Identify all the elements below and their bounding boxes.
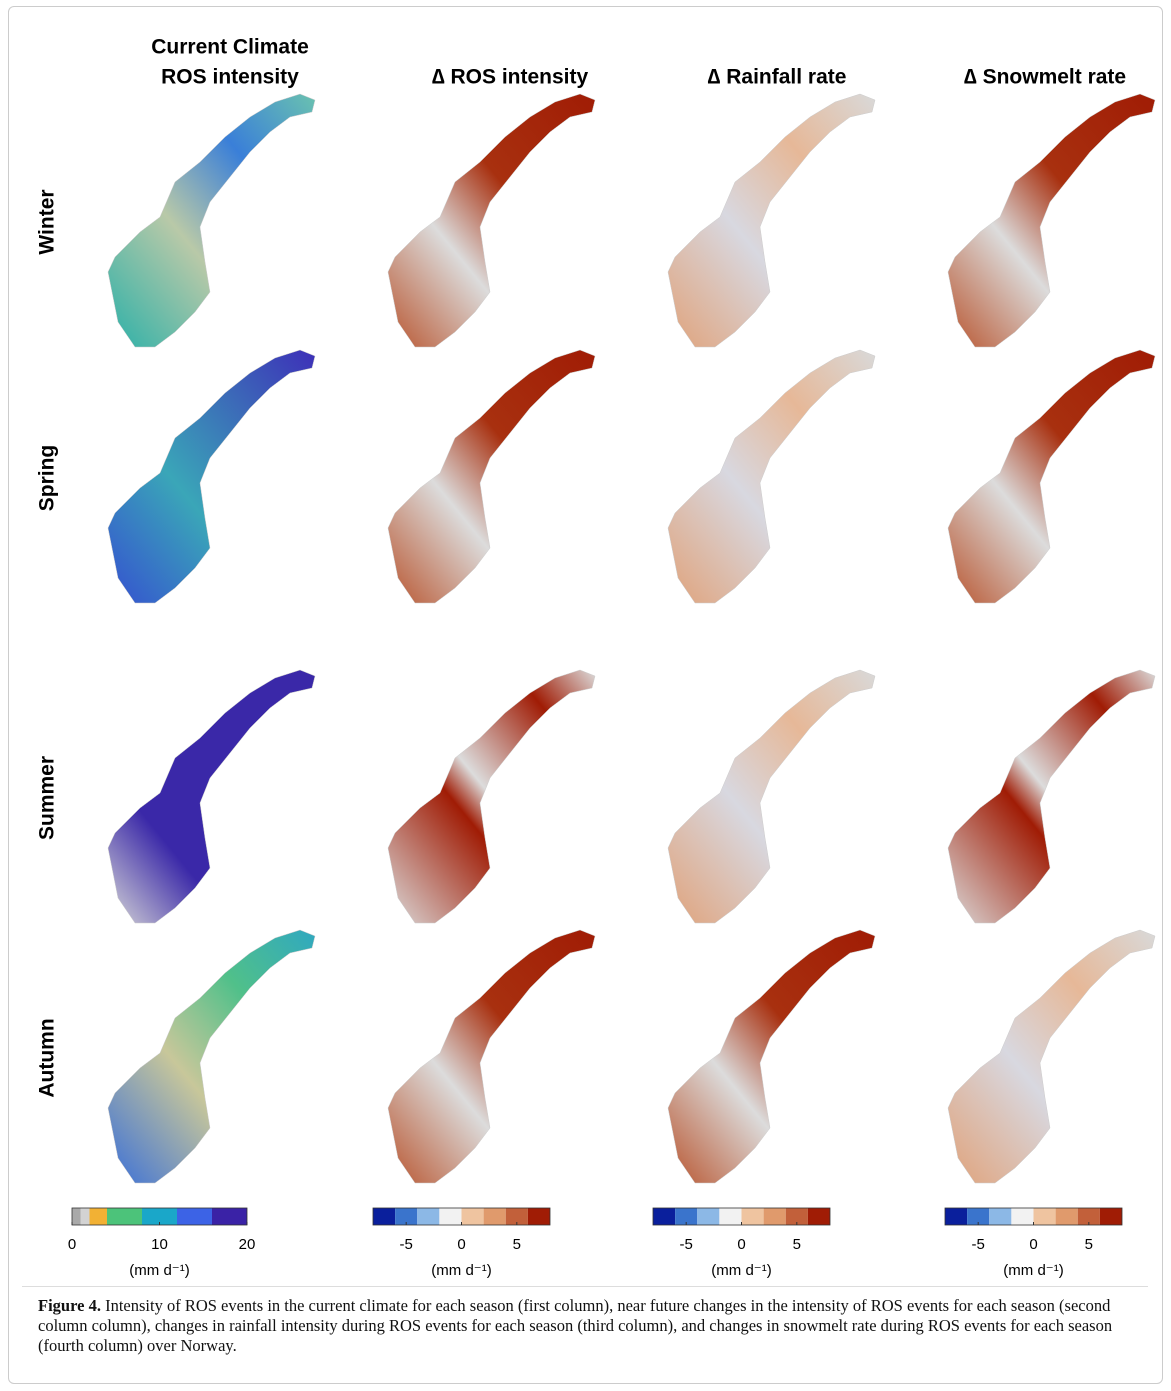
colorbar-unit: (mm d⁻¹) (711, 1262, 771, 1279)
colorbar-segment (212, 1208, 247, 1225)
colorbar-segment (807, 1208, 830, 1225)
column-title: ROS intensity (161, 66, 299, 89)
row-label: Summer (36, 756, 59, 840)
map-panel (667, 93, 876, 348)
colorbar-tick-label: 0 (457, 1236, 465, 1253)
colorbar-tick-label: 20 (239, 1236, 256, 1253)
colorbar-tick-label: -5 (680, 1236, 693, 1253)
colorbar-segment (719, 1208, 742, 1225)
colorbar-segment (89, 1208, 107, 1225)
map-panel (107, 929, 316, 1184)
colorbar-segment (142, 1208, 177, 1225)
colorbar-segment (763, 1208, 786, 1225)
colorbar-segment (483, 1208, 506, 1225)
column-title: ∆ Rainfall rate (708, 66, 847, 89)
colorbar-tick-label: -5 (972, 1236, 985, 1253)
map-panel (667, 669, 876, 924)
colorbar-segment (373, 1208, 396, 1225)
colorbar-segment (177, 1208, 212, 1225)
colorbar-tick-label: 0 (68, 1236, 76, 1253)
map-panel (387, 929, 596, 1184)
colorbar-segment (72, 1208, 81, 1225)
map-panel (947, 669, 1156, 924)
caption: Figure 4. Intensity of ROS events in the… (38, 1296, 1138, 1356)
column-title: ∆ Snowmelt rate (964, 66, 1126, 89)
row-label: Winter (36, 189, 59, 254)
colorbar-segment (505, 1208, 528, 1225)
colorbar-segment (1077, 1208, 1100, 1225)
colorbar-segment (945, 1208, 968, 1225)
map-panel (107, 93, 316, 348)
colorbar-unit: (mm d⁻¹) (431, 1262, 491, 1279)
colorbar-unit: (mm d⁻¹) (1003, 1262, 1063, 1279)
map-panel (667, 929, 876, 1184)
figure: Current Climate ROS intensity ∆ ROS intens… (36, 36, 1156, 1279)
colorbar-tick-label: 0 (737, 1236, 745, 1253)
map-panel (107, 669, 316, 924)
column-title: Current Climate (151, 36, 309, 59)
colorbar-segment (989, 1208, 1012, 1225)
map-panel (387, 93, 596, 348)
map-panel (947, 93, 1156, 348)
map-panel (107, 349, 316, 604)
colorbar-segment (653, 1208, 676, 1225)
colorbar-segment (439, 1208, 462, 1225)
map-panel (387, 349, 596, 604)
colorbar-segment (1011, 1208, 1034, 1225)
colorbar-segment (1033, 1208, 1056, 1225)
colorbar-tick-label: 5 (513, 1236, 521, 1253)
colorbar-segment (395, 1208, 418, 1225)
colorbar-tick-label: -5 (400, 1236, 413, 1253)
colorbar-unit: (mm d⁻¹) (129, 1262, 189, 1279)
colorbar-tick-label: 10 (151, 1236, 168, 1253)
colorbar-segment (80, 1208, 90, 1225)
colorbar-tick-label: 0 (1029, 1236, 1037, 1253)
colorbar-segment (697, 1208, 720, 1225)
row-label: Autumn (36, 1018, 59, 1097)
row-label: Spring (36, 445, 59, 512)
colorbar-tick-label: 5 (793, 1236, 801, 1253)
colorbar-segment (107, 1208, 142, 1225)
colorbar-segment (1055, 1208, 1078, 1225)
caption-text: Intensity of ROS events in the current c… (38, 1296, 1113, 1355)
map-panel (947, 929, 1156, 1184)
colorbar-tick-label: 5 (1085, 1236, 1093, 1253)
map-panel (947, 349, 1156, 604)
colorbar-segment (785, 1208, 808, 1225)
colorbar-segment (675, 1208, 698, 1225)
figure-frame (8, 6, 1163, 1384)
colorbar-segment (967, 1208, 990, 1225)
separator (22, 1286, 1148, 1287)
colorbar-segment (527, 1208, 550, 1225)
map-panel (387, 669, 596, 924)
colorbar-segment (461, 1208, 484, 1225)
colorbar-segment (741, 1208, 764, 1225)
colorbar-segment (1099, 1208, 1122, 1225)
map-grid (107, 93, 1156, 1184)
map-panel (667, 349, 876, 604)
colorbar-segment (417, 1208, 440, 1225)
caption-label: Figure 4. (38, 1296, 101, 1315)
column-title: ∆ ROS intensity (432, 66, 589, 89)
